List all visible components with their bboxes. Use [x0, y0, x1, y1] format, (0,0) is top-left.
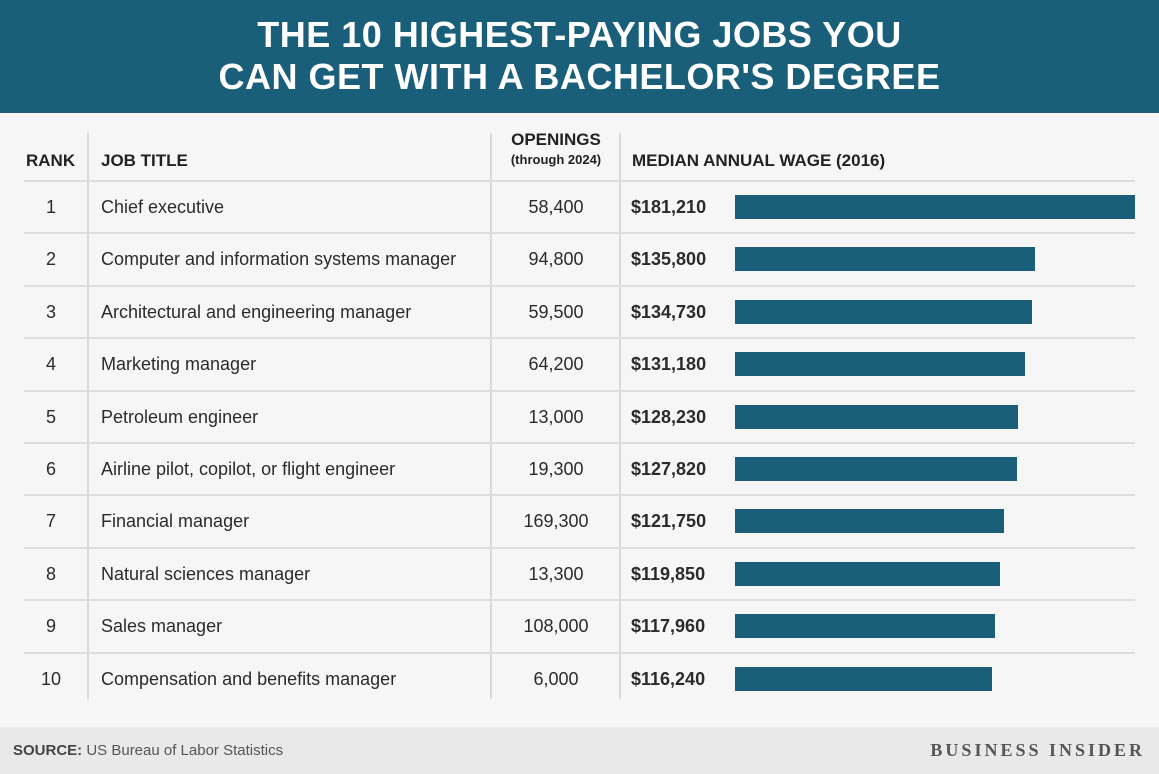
brand-logo: BUSINESS INSIDER: [930, 740, 1145, 760]
wage-label: $128,230: [631, 406, 707, 427]
rank-cell: 8: [45, 563, 56, 584]
table-row: 9 Sales manager 108,000 $117,960: [0, 600, 1159, 652]
table-row: 2 Computer and information systems manage…: [0, 233, 1159, 285]
wage-label: $119,850: [631, 563, 706, 584]
job-title-cell: Petroleum engineer: [101, 406, 259, 427]
row-divider: [24, 337, 1135, 339]
table-row: 8 Natural sciences manager 13,300 $119,850: [0, 548, 1159, 600]
rank-cell: 7: [45, 511, 56, 532]
job-title-cell: Computer and information systems manager: [101, 249, 457, 270]
openings-header-label: OPENINGS: [511, 130, 601, 149]
table-row: 1 Chief executive 58,400 $181,210: [0, 181, 1159, 233]
wage-label: $121,750: [631, 511, 707, 532]
wage-column-header: MEDIAN ANNUAL WAGE (2016): [632, 151, 886, 170]
wage-bar: [735, 352, 1025, 377]
rank-cell: 1: [45, 197, 56, 217]
openings-cell: 13,300: [528, 563, 584, 584]
wage-bar: [735, 509, 1004, 534]
source-note: SOURCE: US Bureau of Labor Statistics: [13, 742, 283, 759]
wage-label: $116,240: [631, 668, 706, 689]
table-row: 5 Petroleum engineer 13,000 $128,230: [0, 391, 1159, 443]
wage-label: $134,730: [631, 301, 707, 322]
row-divider: [24, 390, 1135, 392]
table-row: 7 Financial manager 169,300 $121,750: [0, 495, 1159, 547]
wage-bar: [735, 247, 1035, 272]
column-divider: [490, 133, 492, 699]
job-title-cell: Sales manager: [101, 616, 223, 637]
openings-header-sublabel: (through 2024): [510, 152, 602, 167]
rank-column-header: RANK: [26, 151, 76, 170]
row-divider: [24, 285, 1135, 287]
row-divider: [24, 599, 1135, 601]
rank-cell: 2: [45, 249, 56, 270]
title-line-2: CAN GET WITH A BACHELOR'S DEGREE: [218, 56, 941, 97]
rank-cell: 5: [45, 406, 56, 427]
wage-bar: [735, 404, 1018, 429]
job-title-column-header: JOB TITLE: [101, 151, 188, 170]
openings-cell: 59,500: [528, 301, 584, 322]
rank-cell: 9: [45, 616, 56, 637]
row-divider: [24, 652, 1135, 654]
header-divider: [24, 180, 1135, 182]
openings-cell: 108,000: [523, 616, 589, 637]
row-divider: [24, 232, 1135, 234]
openings-column-header: OPENINGS (through 2024): [494, 130, 618, 170]
rank-cell: 10: [40, 668, 62, 689]
row-divider: [24, 442, 1135, 444]
table-row: 3 Architectural and engineering manager 59…: [0, 286, 1159, 338]
row-divider: [24, 547, 1135, 549]
job-title-cell: Financial manager: [101, 511, 250, 532]
column-divider: [87, 133, 89, 699]
row-divider: [24, 494, 1135, 496]
wage-bar: [735, 299, 1032, 324]
source-label: SOURCE:: [13, 742, 83, 759]
wage-label: $131,180: [631, 354, 707, 375]
title-line-1: THE 10 HIGHEST-PAYING JOBS YOU: [257, 14, 902, 55]
openings-cell: 6,000: [533, 668, 579, 689]
job-title-cell: Compensation and benefits manager: [101, 668, 397, 689]
job-title-cell: Marketing manager: [101, 354, 257, 375]
footer: SOURCE: US Bureau of Labor Statistics BU…: [0, 727, 1159, 774]
openings-cell: 13,000: [528, 406, 584, 427]
openings-cell: 58,400: [528, 197, 584, 217]
openings-cell: 64,200: [528, 354, 584, 375]
wage-label: $135,800: [631, 249, 707, 270]
wage-bar: [735, 561, 1000, 586]
openings-cell: 169,300: [523, 511, 589, 532]
rank-cell: 3: [45, 301, 56, 322]
job-title-cell: Architectural and engineering manager: [101, 301, 412, 322]
wage-label: $117,960: [631, 616, 706, 637]
column-divider: [619, 133, 621, 699]
rank-cell: 6: [45, 459, 56, 479]
job-title-cell: Natural sciences manager: [101, 563, 311, 584]
wage-label: $127,820: [631, 459, 707, 479]
job-title-cell: Chief executive: [101, 197, 225, 217]
source-text: US Bureau of Labor Statistics: [82, 742, 284, 759]
wage-table: RANK JOB TITLE OPENINGS (through 2024) M…: [0, 113, 1159, 727]
openings-cell: 94,800: [528, 249, 584, 270]
wage-bar: [735, 195, 1135, 219]
openings-cell: 19,300: [528, 459, 584, 479]
rank-cell: 4: [45, 354, 56, 375]
wage-bar: [735, 614, 995, 639]
wage-bar: [735, 457, 1017, 481]
title-banner: THE 10 HIGHEST-PAYING JOBS YOU CAN GET W…: [0, 0, 1159, 113]
wage-label: $181,210: [631, 197, 707, 217]
table-row: 4 Marketing manager 64,200 $131,180: [0, 338, 1159, 390]
wage-bar: [735, 666, 992, 691]
job-title-cell: Airline pilot, copilot, or flight engine…: [101, 459, 396, 479]
table-row: 6 Airline pilot, copilot, or flight engin…: [0, 443, 1159, 495]
table-row: 10 Compensation and benefits manager 6,000…: [0, 653, 1159, 705]
